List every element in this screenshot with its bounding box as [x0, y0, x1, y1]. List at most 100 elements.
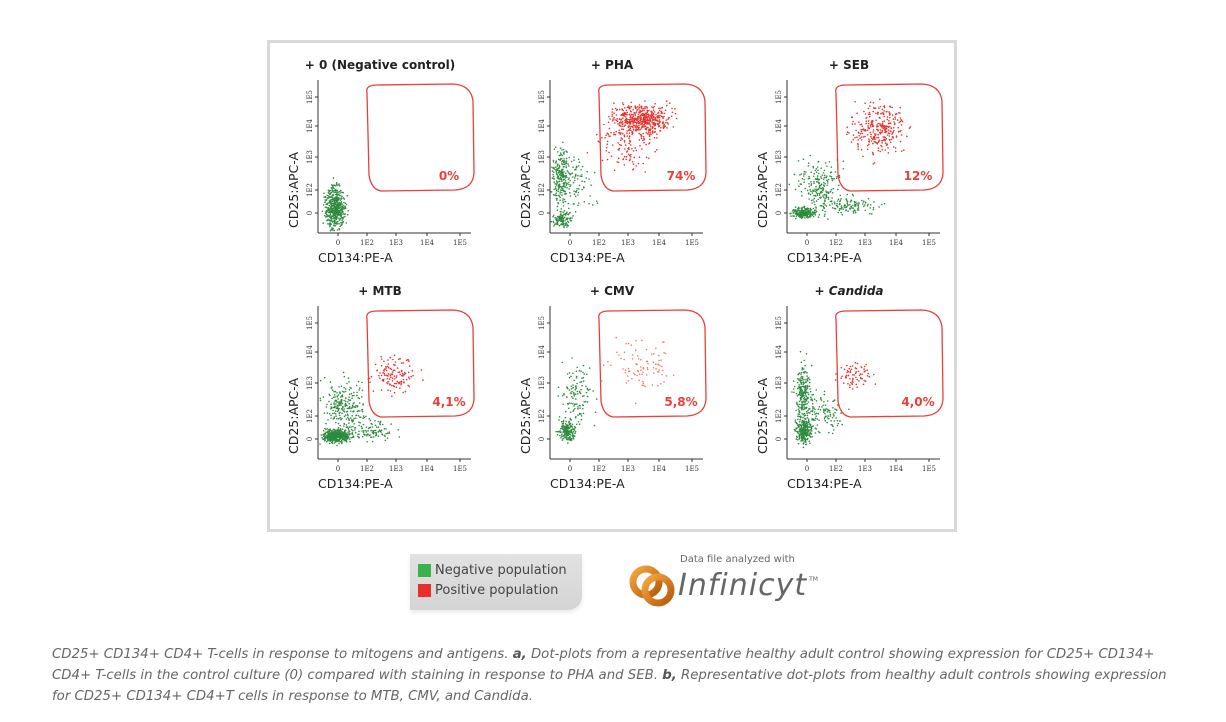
negative-dot [335, 193, 338, 195]
negative-dot [798, 425, 800, 428]
negative-dot [816, 192, 819, 195]
negative-dot [823, 411, 825, 413]
positive-dot [632, 115, 635, 118]
positive-dot [653, 125, 656, 127]
negative-dot [571, 434, 574, 437]
negative-dot [342, 204, 344, 207]
positive-dot [882, 113, 885, 116]
positive-dot [642, 120, 644, 123]
negative-dot [336, 444, 338, 447]
negative-dot [807, 397, 809, 399]
negative-dot [804, 392, 807, 394]
negative-dot [333, 205, 335, 208]
positive-dot [611, 119, 614, 122]
positive-dot [628, 137, 630, 140]
negative-dot [570, 430, 573, 432]
negative-dot [583, 373, 586, 375]
negative-dot [575, 190, 577, 193]
negative-dot [811, 394, 813, 396]
positive-dot [651, 118, 654, 120]
negative-dot [341, 394, 344, 396]
negative-dot [575, 415, 577, 418]
negative-dot [567, 425, 569, 427]
negative-dot [809, 436, 812, 438]
negative-dot [808, 381, 811, 384]
negative-dot [330, 227, 333, 229]
positive-dot [649, 125, 652, 128]
negative-dot [340, 217, 342, 220]
negative-dot [816, 178, 818, 181]
negative-dot [805, 420, 807, 423]
negative-dot [828, 417, 830, 420]
positive-dot [876, 142, 878, 144]
negative-dot [553, 194, 556, 196]
negative-dot [563, 163, 566, 166]
negative-dot [557, 386, 560, 389]
negative-dot [575, 398, 577, 400]
positive-dot [617, 161, 620, 164]
y-tick-label: 0 [538, 437, 546, 441]
negative-dot [803, 417, 806, 420]
negative-dot [811, 410, 814, 413]
positive-dot [649, 120, 651, 123]
positive-dot [621, 108, 623, 110]
negative-dot [345, 418, 347, 420]
negative-dot [818, 405, 821, 408]
negative-dot [333, 431, 335, 433]
negative-dot [346, 413, 349, 416]
positive-dot [863, 365, 866, 368]
negative-dot [563, 393, 565, 395]
negative-dot [340, 430, 342, 432]
negative-dot [559, 199, 561, 201]
negative-dot [809, 429, 812, 431]
negative-dot [330, 206, 333, 209]
positive-dot [674, 108, 676, 110]
positive-dot [668, 117, 670, 119]
negative-dot [561, 161, 563, 163]
negative-dot [580, 388, 582, 391]
negative-dot [828, 161, 831, 163]
positive-dot [653, 121, 655, 124]
positive-dot [635, 149, 638, 152]
positive-dot [887, 122, 890, 125]
positive-dot [881, 122, 884, 125]
negative-dot [808, 385, 811, 388]
negative-dot [582, 371, 584, 374]
negative-dot [813, 197, 816, 200]
negative-dot [836, 200, 839, 202]
negative-dot [552, 159, 555, 162]
positive-dot [879, 129, 882, 131]
negative-dot [810, 213, 812, 215]
positive-dot [661, 112, 664, 114]
negative-dot [809, 216, 811, 218]
negative-dot [335, 403, 337, 405]
positive-dot [618, 147, 621, 150]
negative-dot [822, 189, 824, 191]
positive-dot [845, 376, 847, 379]
negative-dot [810, 426, 812, 428]
negative-dot [571, 357, 573, 359]
x-tick-label: 0 [805, 239, 809, 247]
negative-dot [371, 423, 373, 426]
negative-dot [331, 386, 333, 388]
negative-dot [330, 403, 332, 405]
negative-dot [360, 425, 363, 428]
positive-dot [846, 131, 849, 133]
negative-dot [566, 438, 568, 441]
positive-dot [655, 368, 657, 370]
negative-dot [804, 440, 807, 442]
negative-dot [578, 370, 581, 372]
negative-dot [559, 158, 561, 161]
positive-dot [846, 364, 848, 367]
negative-dot [368, 418, 370, 420]
negative-dot [796, 395, 799, 397]
negative-dot [340, 442, 343, 445]
positive-dot [862, 128, 865, 130]
negative-dot [826, 400, 829, 402]
negative-dot [811, 202, 813, 204]
positive-dot [637, 115, 640, 118]
negative-dot [328, 442, 331, 445]
positive-dot [635, 106, 637, 109]
negative-dot [800, 375, 803, 378]
negative-dot [333, 442, 336, 444]
